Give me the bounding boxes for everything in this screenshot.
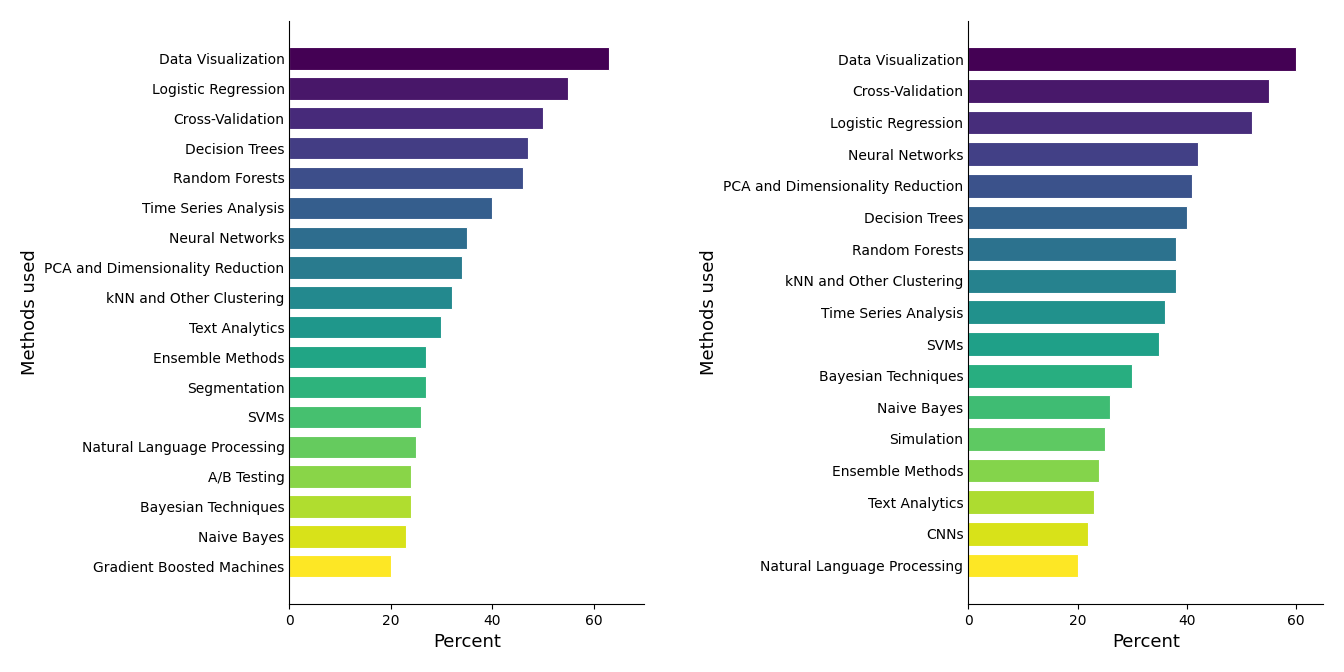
Bar xyxy=(968,237,1176,261)
X-axis label: Percent: Percent xyxy=(1111,633,1180,651)
Bar xyxy=(289,316,441,339)
Bar xyxy=(289,525,406,548)
Bar xyxy=(968,522,1089,546)
Bar xyxy=(289,257,462,279)
Bar xyxy=(289,435,417,458)
Bar xyxy=(289,555,391,577)
Bar xyxy=(968,206,1187,229)
Bar xyxy=(968,332,1160,356)
Y-axis label: Methods used: Methods used xyxy=(700,249,718,375)
Bar xyxy=(968,459,1099,482)
Bar xyxy=(289,47,609,70)
Bar xyxy=(968,491,1094,514)
Bar xyxy=(289,77,569,99)
Bar xyxy=(289,466,411,488)
Bar xyxy=(289,346,426,368)
Bar xyxy=(968,364,1132,388)
Bar xyxy=(968,47,1296,71)
Bar xyxy=(289,167,523,190)
Bar xyxy=(289,286,452,308)
Bar xyxy=(968,395,1110,419)
Bar xyxy=(968,269,1176,292)
Y-axis label: Methods used: Methods used xyxy=(22,249,39,375)
Bar xyxy=(968,142,1198,166)
X-axis label: Percent: Percent xyxy=(433,633,501,651)
Bar xyxy=(289,406,421,428)
Bar xyxy=(968,554,1078,577)
Bar xyxy=(968,111,1253,134)
Bar xyxy=(289,107,543,130)
Bar xyxy=(289,197,492,219)
Bar xyxy=(289,226,466,249)
Bar xyxy=(289,495,411,517)
Bar xyxy=(968,427,1105,451)
Bar xyxy=(289,137,528,159)
Bar xyxy=(289,376,426,398)
Bar xyxy=(968,300,1165,324)
Bar xyxy=(968,174,1192,198)
Bar xyxy=(968,79,1269,103)
